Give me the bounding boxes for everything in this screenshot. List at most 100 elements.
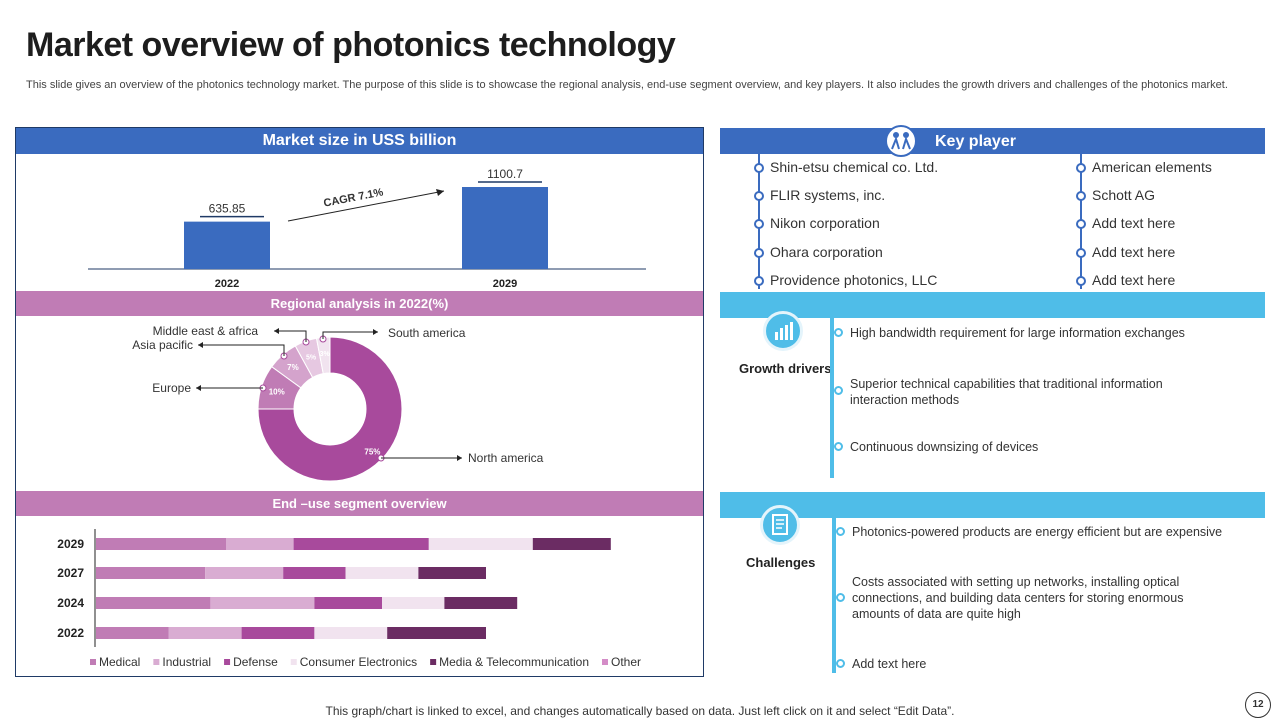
legend-swatch bbox=[90, 659, 96, 665]
challenges-label: Challenges bbox=[746, 555, 816, 570]
document-icon bbox=[760, 505, 800, 545]
y-tick-label: 2027 bbox=[57, 566, 84, 580]
slice-value-label: 10% bbox=[269, 388, 285, 397]
key-player-title: Key player bbox=[935, 133, 1016, 150]
bullet-icon bbox=[836, 593, 845, 602]
end-use-stacked-chart[interactable]: 2029 2027 2024 2022 Medical Industrial Defense… bbox=[16, 517, 703, 677]
key-player-item: Add text here bbox=[1076, 214, 1175, 232]
stacked-bar-segment bbox=[387, 627, 486, 639]
cagr-arrow bbox=[287, 190, 445, 222]
key-player-item: Add text here bbox=[1076, 271, 1175, 289]
stacked-bar-segment bbox=[345, 567, 419, 579]
bullet-icon bbox=[754, 191, 764, 201]
growth-drivers-label: Growth drivers bbox=[739, 361, 832, 376]
region-label: Middle east & africa bbox=[153, 324, 259, 338]
stacked-bar-segment bbox=[314, 627, 388, 639]
stacked-bar-segment bbox=[168, 627, 242, 639]
key-player-item: Add text here bbox=[1076, 243, 1175, 261]
slice-value-label: 75% bbox=[364, 447, 380, 456]
key-player-item: American elements bbox=[1076, 158, 1212, 176]
bullet-icon bbox=[754, 248, 764, 258]
key-player-item: Schott AG bbox=[1076, 186, 1155, 204]
slice-value-label: 7% bbox=[287, 363, 299, 372]
bullet-icon bbox=[834, 328, 843, 337]
footer-note: This graph/chart is linked to excel, and… bbox=[325, 704, 955, 718]
bullet-icon bbox=[754, 163, 764, 173]
end-use-header: End –use segment overview bbox=[16, 491, 703, 516]
bullet-icon bbox=[1076, 219, 1086, 229]
stacked-bar-segment bbox=[96, 567, 206, 579]
stacked-bar-segment bbox=[314, 597, 382, 609]
stacked-bar-segment bbox=[532, 538, 611, 550]
x-tick-label: 2022 bbox=[215, 278, 239, 290]
slice-value-label: 5% bbox=[306, 354, 317, 361]
region-label: Asia pacific bbox=[132, 338, 193, 352]
page-title: Market overview of photonics technology bbox=[26, 26, 676, 64]
y-tick-label: 2024 bbox=[57, 596, 84, 610]
challenge-item: Photonics-powered products are energy ef… bbox=[852, 525, 1223, 539]
stacked-bar-segment bbox=[205, 567, 284, 579]
legend-swatch bbox=[153, 659, 160, 665]
stacked-bar-segment bbox=[96, 597, 211, 609]
key-player-item: Ohara corporation bbox=[754, 243, 883, 261]
slice-value-label: 3% bbox=[320, 351, 331, 358]
legend-label: Media & Telecommunication bbox=[439, 655, 589, 669]
data-label: 1100.7 bbox=[487, 167, 523, 181]
callout-arrow bbox=[457, 455, 462, 461]
stacked-bar-segment bbox=[210, 597, 315, 609]
key-player-item: Shin-etsu chemical co. Ltd. bbox=[754, 158, 938, 176]
bar bbox=[462, 187, 548, 269]
regional-header: Regional analysis in 2022(%) bbox=[16, 291, 703, 316]
market-size-header: Market size in USS billion bbox=[16, 128, 703, 154]
bullet-icon bbox=[834, 442, 843, 451]
legend-swatch bbox=[430, 659, 437, 665]
bullet-icon bbox=[1076, 248, 1086, 258]
key-player-item: Nikon corporation bbox=[754, 214, 880, 232]
bullet-icon bbox=[1076, 191, 1086, 201]
legend-label: Consumer Electronics bbox=[300, 655, 417, 669]
callout-arrow bbox=[373, 329, 378, 335]
growth-driver-item: High bandwidth requirement for large inf… bbox=[850, 326, 1185, 340]
region-label: Europe bbox=[152, 381, 191, 395]
callout-line bbox=[274, 330, 307, 342]
stacked-bar-segment bbox=[293, 538, 429, 550]
key-player-item: Providence photonics, LLC bbox=[754, 271, 937, 289]
x-tick-label: 2029 bbox=[493, 278, 517, 290]
regional-donut-chart[interactable]: 75% 10% 7% 5% 3% North america Europe Asia paci… bbox=[16, 317, 703, 489]
challenge-item: Add text here bbox=[852, 657, 927, 671]
legend-swatch bbox=[290, 659, 297, 665]
stacked-bar-segment bbox=[96, 627, 169, 639]
callout-arrow bbox=[274, 328, 279, 334]
key-player-item: FLIR systems, inc. bbox=[754, 186, 885, 204]
stacked-bar-segment bbox=[382, 597, 445, 609]
growth-drivers-line bbox=[830, 318, 834, 478]
callout-arrow bbox=[198, 342, 203, 348]
challenges-line bbox=[832, 518, 836, 673]
stacked-bar-segment bbox=[444, 597, 518, 609]
stacked-bar-segment bbox=[428, 538, 533, 550]
region-label: South america bbox=[388, 326, 466, 340]
growth-drivers-bar bbox=[720, 292, 1265, 318]
legend-label: Industrial bbox=[162, 655, 211, 669]
bullet-icon bbox=[754, 219, 764, 229]
market-size-chart[interactable]: 2022 635.85 2029 1100.7 CAGR 7.1% bbox=[16, 154, 703, 294]
callout-line bbox=[198, 344, 285, 356]
stacked-bar-segment bbox=[226, 538, 294, 550]
callout-line bbox=[322, 331, 378, 339]
charts-panel: Market size in USS billion 2022 635.85 202… bbox=[15, 127, 704, 677]
arrow-head bbox=[436, 189, 444, 196]
stacked-bar-segment bbox=[283, 567, 346, 579]
legend-label: Medical bbox=[99, 655, 140, 669]
page-number: 12 bbox=[1245, 692, 1271, 718]
bullet-icon bbox=[1076, 163, 1086, 173]
page-subtitle: This slide gives an overview of the phot… bbox=[26, 79, 1228, 91]
region-label: North america bbox=[468, 451, 544, 465]
challenges-bar bbox=[720, 492, 1265, 518]
legend-label: Defense bbox=[233, 655, 278, 669]
donut-slice bbox=[257, 336, 403, 482]
y-tick-label: 2022 bbox=[57, 626, 84, 640]
legend-swatch bbox=[224, 659, 231, 665]
bullet-icon bbox=[836, 527, 845, 536]
stacked-bar-segment bbox=[418, 567, 486, 579]
legend-swatch bbox=[602, 659, 608, 665]
